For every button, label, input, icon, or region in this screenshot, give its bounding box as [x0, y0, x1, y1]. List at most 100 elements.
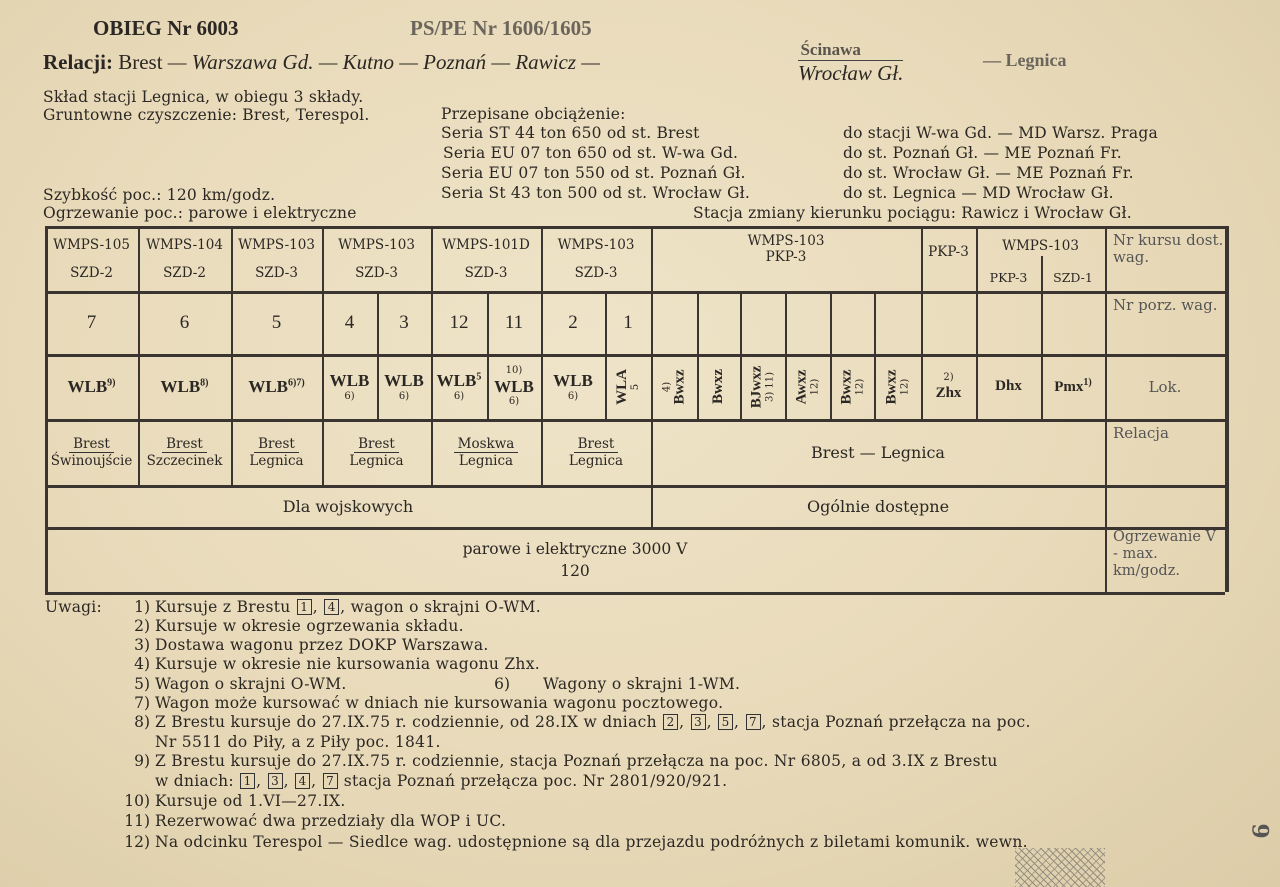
relacja-cell: Brest Legnica: [231, 419, 322, 485]
table-vertical-rule: [651, 485, 653, 527]
wagon-type-cell: 4) Bwxz: [651, 354, 697, 419]
relacja-to: Szczecinek: [146, 452, 223, 469]
wagon-type: WLB: [494, 377, 534, 396]
obciazenie-do: do st. Wrocław Gł. — ME Poznań Fr.: [843, 164, 1134, 182]
wagon-number: 4: [344, 311, 355, 333]
wagon-type-cell: Bwxz 12): [830, 354, 874, 419]
relacja-from: Brest: [254, 436, 299, 453]
note-text: Wagon może kursować w dniach nie kursowa…: [155, 694, 724, 712]
wagon-number-cell: 3: [377, 291, 431, 354]
table-vertical-rule: [651, 226, 653, 291]
route-line: Relacji: Brest — Warszawa Gd. — Kutno — …: [43, 50, 600, 75]
wagon-type-cell: WLB 6): [377, 354, 431, 419]
relacja-from: Brest: [354, 436, 399, 453]
wagon-footnote: 6): [398, 391, 410, 402]
table-horizontal-rule: [45, 419, 1225, 422]
kurs-sub-cell: PKP-3: [976, 226, 1041, 291]
day-box: 3: [267, 773, 283, 789]
table-vertical-rule: [740, 291, 742, 419]
dla-wojskowych: Dla wojskowych: [282, 496, 414, 516]
wagon-type-cell: BJwxz 3) 11): [740, 354, 785, 419]
note-text: Z Brestu kursuje do 27.IX.75 r. codzienn…: [155, 713, 663, 731]
relacji-label: Relacji:: [43, 50, 113, 74]
table-vertical-rule: [605, 291, 607, 419]
relacja-from: Brest: [162, 436, 207, 453]
kurs-cell: WMPS-105 SZD-2: [45, 226, 138, 291]
wagon-footnote: 12): [899, 378, 911, 395]
relacja-to: Legnica: [349, 452, 404, 469]
row-label-relacja: Relacja: [1105, 419, 1225, 485]
wagon-number: 3: [399, 311, 409, 333]
table-vertical-rule: [322, 226, 324, 291]
table-vertical-rule: [1041, 256, 1043, 291]
wagon-type: Awxz: [793, 369, 810, 404]
ogrzewanie-text: Ogrzewanie poc.: parowe i elektryczne: [43, 204, 357, 222]
wagon-type-cell: WLB5 6): [431, 354, 487, 419]
wagon-type: WLB: [248, 376, 288, 396]
relacja-to: Legnica: [458, 452, 514, 469]
wagon-footnote: 9): [107, 376, 116, 388]
obciazenie-seria: Seria St 43 ton 500 od st. Wrocław Gł.: [441, 184, 751, 202]
row-label-kurs: Nr kursu dost. wag.: [1105, 226, 1225, 291]
wagon-type: Bwxz: [710, 369, 726, 404]
table-horizontal-rule: [45, 485, 1225, 488]
heating-speed-cell: parowe i elektryczne 3000 V 120: [45, 527, 1105, 592]
wagon-footnote: 8): [200, 376, 209, 388]
kurs-wmps: WMPS-104: [146, 236, 223, 253]
note-number: 1): [134, 598, 150, 616]
wagon-number-cell: 1: [605, 291, 651, 354]
day-box: 7: [745, 714, 761, 730]
obciazenie-seria: Seria EU 07 ton 650 od st. W-wa Gd.: [443, 144, 739, 162]
note-item: Kursuje od 1.VI—27.IX.: [155, 792, 346, 810]
relacja-from: Moskwa: [453, 436, 519, 453]
label-text: Relacja: [1113, 424, 1169, 442]
obciazenie-do: do st. Legnica — MD Wrocław Gł.: [843, 184, 1114, 202]
kurs-cell: WMPS-103 SZD-3: [322, 226, 431, 291]
wagon-footnote: 1): [1083, 377, 1092, 388]
wagon-footnote: 12): [854, 378, 865, 395]
wagon-number: 12: [449, 311, 469, 333]
wagon-type-cell: WLA 5: [605, 354, 651, 419]
row-label-lok: Lok.: [1105, 354, 1225, 419]
kurs-wmps: WMPS-101D: [442, 236, 530, 253]
kurs-carrier: PKP-3: [765, 248, 807, 265]
wagon-number-cell: 6: [138, 291, 231, 354]
route-end: — Legnica: [983, 50, 1067, 70]
note-text: ,: [311, 772, 322, 790]
note-text: Kursuje w okresie ogrzewania składu.: [155, 617, 464, 635]
wagon-number: 2: [568, 311, 578, 333]
note-item: Dostawa wagonu przez DOKP Warszawa.: [155, 636, 489, 654]
wagon-type: WLB: [384, 371, 424, 390]
relacja-to: Świnoujście: [50, 452, 133, 469]
obciazenie-seria: Seria EU 07 ton 550 od st. Poznań Gł.: [441, 164, 746, 182]
table-vertical-rule: [541, 291, 543, 419]
wagon-type: WLB: [329, 371, 370, 390]
wagon-type-cell: WLB6)7): [231, 354, 322, 419]
wagon-type: Pmx: [1054, 379, 1084, 395]
note-item: Kursuje z Brestu 1, 4, wagon o skrajni O…: [155, 598, 541, 616]
table-vertical-rule: [322, 291, 324, 419]
table-vertical-rule: [976, 226, 978, 291]
note-text: Na odcinku Terespol — Siedlce wag. udost…: [155, 833, 1028, 851]
note-text: stacja Poznań przełącza poc. Nr 2801/920…: [338, 772, 728, 790]
wagon-type: WLB: [553, 371, 593, 390]
heating-value: parowe i elektryczne 3000 V: [462, 539, 688, 558]
wagon-type: Bwxz: [838, 369, 854, 404]
wagon-type: BJwxz: [748, 365, 765, 408]
wagon-footnote: 5: [476, 371, 482, 383]
wagon-footnote: 10): [505, 365, 523, 376]
note-text: Wagony o skrajni 1-WM.: [543, 675, 741, 693]
wagon-footnote: 4): [661, 381, 672, 392]
label-text: Nr porz. wag.: [1113, 296, 1218, 314]
wagon-footnote: 5: [630, 383, 641, 390]
wagon-type: Dhx: [995, 378, 1022, 394]
ps-pe-number: PS/PE Nr 1606/1605: [410, 16, 592, 40]
note-text: , wagon o skrajni O-WM.: [340, 598, 541, 616]
table-vertical-rule: [651, 291, 653, 419]
obciazenie-do: do stacji W-wa Gd. — MD Warsz. Praga: [843, 124, 1158, 142]
kurs-carrier: SZD-2: [70, 264, 113, 281]
kurs-carrier: PKP-3: [928, 243, 969, 260]
table-horizontal-rule: [45, 226, 1225, 229]
wagon-type: Zhx: [935, 384, 962, 401]
table-vertical-rule: [431, 419, 433, 485]
